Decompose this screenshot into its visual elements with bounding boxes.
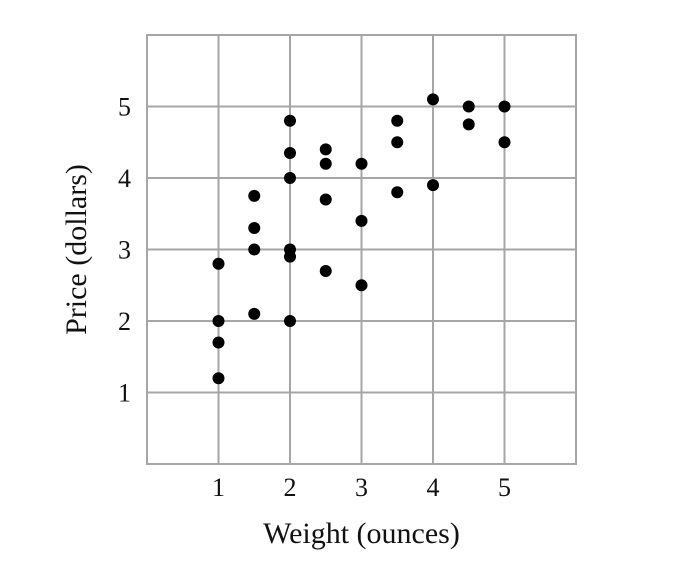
data-point [355, 279, 368, 292]
data-point [284, 172, 296, 184]
data-point [284, 315, 296, 327]
data-point [284, 243, 296, 256]
x-tick-label: 3 [355, 473, 368, 502]
data-point [319, 193, 332, 206]
data-point [391, 186, 404, 199]
data-point [391, 114, 404, 127]
grid [147, 35, 576, 464]
data-point [319, 143, 332, 156]
x-tick-label: 5 [498, 473, 511, 502]
x-tick-label: 4 [427, 473, 440, 502]
data-point [319, 157, 332, 170]
data-point [248, 307, 261, 320]
data-point [284, 146, 296, 159]
data-point [319, 264, 332, 277]
data-point [427, 93, 439, 106]
y-tick-label: 4 [118, 164, 131, 193]
x-tick-label: 1 [212, 473, 225, 502]
data-point [248, 189, 261, 202]
data-point [498, 136, 511, 149]
data-point [498, 100, 511, 113]
tick-labels: 1 2 3 4 5 1 2 3 4 5 [118, 93, 511, 503]
data-point [248, 243, 261, 256]
data-point [355, 157, 368, 170]
x-tick-label: 2 [284, 473, 297, 502]
data-point [391, 136, 404, 149]
y-tick-label: 1 [118, 379, 131, 408]
data-point [462, 100, 475, 113]
plot-frame [146, 34, 577, 465]
data-point [212, 336, 225, 349]
y-tick-label: 3 [118, 236, 131, 265]
y-tick-label: 2 [118, 307, 131, 336]
data-point [248, 222, 261, 235]
data-point [212, 372, 225, 385]
y-axis-label: Price (dollars) [60, 164, 93, 335]
data-point [284, 114, 296, 127]
data-points [212, 93, 511, 385]
data-point [355, 214, 368, 227]
data-point [212, 257, 225, 270]
y-tick-label: 5 [118, 93, 131, 122]
data-point [212, 315, 225, 327]
data-point [462, 118, 475, 131]
x-axis-label: Weight (ounces) [263, 517, 460, 550]
data-point [427, 179, 439, 192]
